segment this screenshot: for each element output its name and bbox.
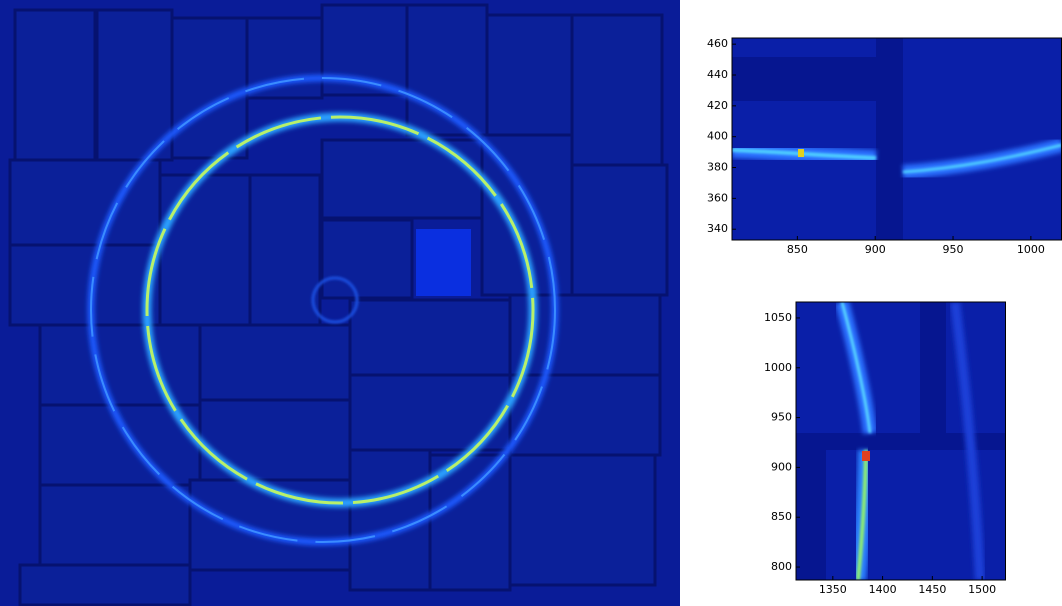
x-tick-label: 1450	[918, 583, 946, 596]
x-tick-label: 1350	[819, 583, 847, 596]
x-tick-label: 1400	[869, 583, 897, 596]
detector-image	[0, 0, 680, 606]
zoom-image-a	[732, 38, 1062, 240]
x-tick-label: 850	[787, 243, 808, 256]
x-tick-label: 1500	[968, 583, 996, 596]
y-tick-label: 800	[771, 560, 792, 573]
x-tick-label: 900	[865, 243, 886, 256]
zoom-image-b	[796, 302, 1006, 580]
y-tick-label: 380	[707, 161, 728, 174]
x-tick-label: 950	[943, 243, 964, 256]
y-tick-label: 900	[771, 460, 792, 473]
y-tick-label: 460	[707, 37, 728, 50]
y-tick-label: 950	[771, 411, 792, 424]
y-tick-label: 400	[707, 130, 728, 143]
y-tick-label: 360	[707, 191, 728, 204]
y-tick-label: 1000	[764, 361, 792, 374]
y-tick-label: 420	[707, 99, 728, 112]
y-tick-label: 850	[771, 510, 792, 523]
y-tick-label: 440	[707, 68, 728, 81]
y-tick-label: 1050	[764, 311, 792, 324]
x-tick-label: 1000	[1017, 243, 1045, 256]
page: 850 900 950 1000 340 360 380 400 420 440 460 1350 14…	[0, 0, 1062, 606]
y-tick-label: 340	[707, 222, 728, 235]
